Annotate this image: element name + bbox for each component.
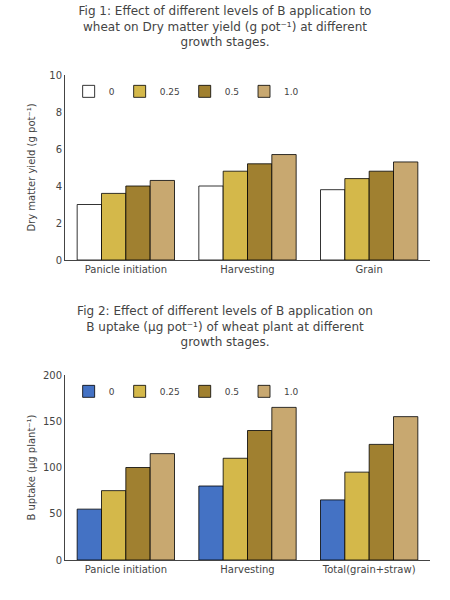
svg-text:4: 4 bbox=[56, 181, 62, 192]
svg-text:Fig 2: Effect of different lev: Fig 2: Effect of different levels of B a… bbox=[77, 304, 373, 349]
svg-text:200: 200 bbox=[43, 370, 62, 381]
svg-text:6: 6 bbox=[56, 144, 62, 155]
svg-text:100: 100 bbox=[43, 462, 62, 473]
svg-text:0.5: 0.5 bbox=[225, 87, 239, 97]
svg-text:0: 0 bbox=[109, 87, 115, 97]
svg-text:Panicle initiation: Panicle initiation bbox=[85, 564, 167, 575]
svg-text:1.0: 1.0 bbox=[284, 87, 299, 97]
svg-text:Harvesting: Harvesting bbox=[220, 564, 274, 575]
svg-text:Fig 1: Effect of different lev: Fig 1: Effect of different levels of B a… bbox=[79, 4, 372, 49]
svg-text:8: 8 bbox=[56, 107, 62, 118]
svg-text:0.25: 0.25 bbox=[160, 87, 180, 97]
svg-text:Grain: Grain bbox=[356, 264, 383, 275]
svg-text:0: 0 bbox=[109, 387, 115, 397]
svg-text:Total(grain+straw): Total(grain+straw) bbox=[322, 564, 416, 575]
svg-text:0: 0 bbox=[56, 255, 62, 266]
svg-text:Harvesting: Harvesting bbox=[220, 264, 274, 275]
svg-text:150: 150 bbox=[43, 416, 62, 427]
svg-text:Dry matter yield (g pot⁻¹): Dry matter yield (g pot⁻¹) bbox=[26, 103, 37, 231]
svg-text:1.0: 1.0 bbox=[284, 387, 299, 397]
svg-text:50: 50 bbox=[49, 508, 62, 519]
svg-text:B uptake (μg plant⁻¹): B uptake (μg plant⁻¹) bbox=[26, 414, 37, 520]
svg-text:2: 2 bbox=[56, 218, 62, 229]
svg-text:0.5: 0.5 bbox=[225, 387, 239, 397]
svg-text:Panicle initiation: Panicle initiation bbox=[85, 264, 167, 275]
svg-text:0.25: 0.25 bbox=[160, 387, 180, 397]
svg-text:10: 10 bbox=[49, 70, 62, 81]
svg-text:0: 0 bbox=[56, 555, 62, 566]
